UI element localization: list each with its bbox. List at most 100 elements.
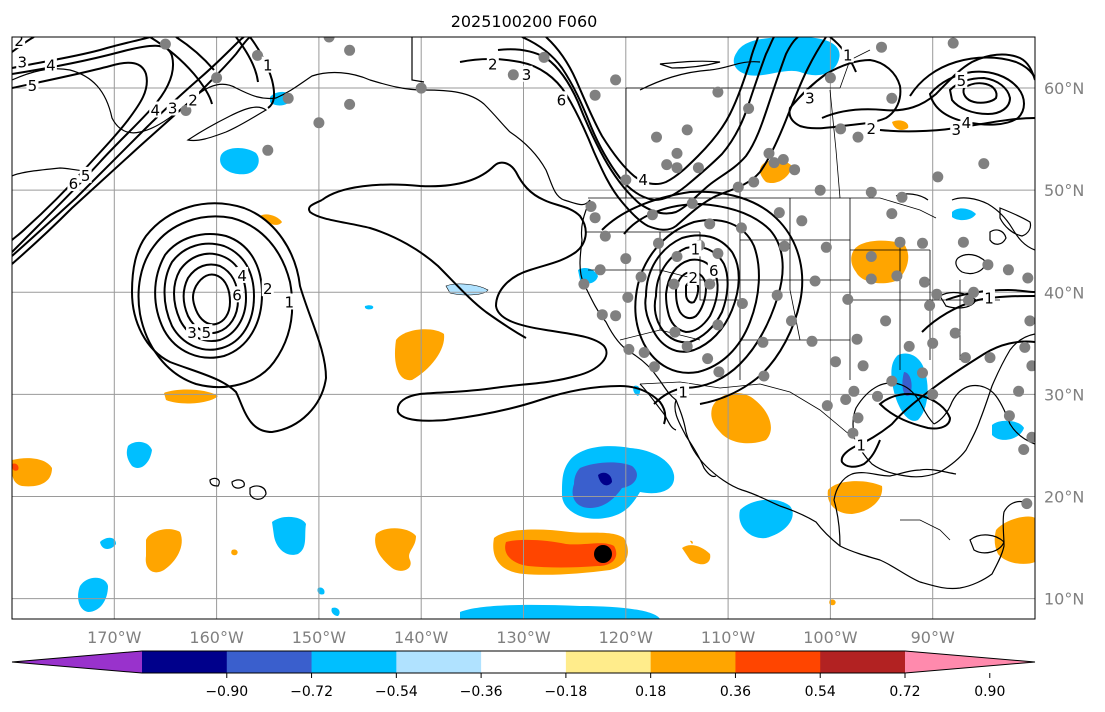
station-marker [638,347,650,358]
station-marker [1026,360,1035,372]
colorbar-segment [311,651,397,673]
station-marker [796,215,808,227]
contour-label: 4 [150,102,160,120]
station-marker [917,237,928,249]
station-marker [903,340,915,352]
longitude-tick-label: 90°W [911,628,955,647]
station-marker [876,41,887,53]
latitude-tick-label: 40°N [1044,283,1084,302]
station-marker [1024,315,1035,327]
contour-label: 4 [46,57,56,75]
contour-label-bg [689,240,702,257]
contour-label-bg [982,289,995,306]
contour-label: 6 [709,262,719,280]
colorbar-segment [481,651,567,673]
station-marker [924,300,936,311]
contour-label: 3 [951,121,961,139]
contour-label: 2 [14,32,24,50]
contour-label-bg [283,293,296,310]
contour-label: 1 [843,46,853,64]
contour-label: 4 [237,267,247,285]
contour-label-bg [803,89,816,106]
station-marker [984,352,996,364]
station-marker [578,278,590,290]
contour-label: 1 [284,293,294,311]
contour-label-bg [79,166,92,183]
longitude-tick-label: 130°W [496,628,551,647]
map-frame [11,36,1036,620]
colorbar-extend-high [905,651,1035,673]
longitude-tick-label: 120°W [599,628,654,647]
contour-label-bg [555,91,568,108]
station-marker [671,251,683,262]
station-marker [830,356,841,368]
station-marker [743,103,755,114]
contour-label: 3 [17,54,27,72]
station-marker [653,237,664,249]
storm-center-marker[interactable] [594,545,612,563]
longitude-tick-label: 140°W [394,628,449,647]
contour-label: 5 [81,167,91,185]
station-marker [661,159,673,171]
contour-label: 3 [522,66,532,84]
station-marker [538,51,550,63]
station-marker [886,375,898,387]
colorbar-tick-label: −0.18 [544,684,587,700]
colorbar-tick-label: −0.36 [460,684,503,700]
station-marker [777,154,789,165]
contour-label-bg [960,113,973,130]
gridlines [12,37,1035,619]
station-marker [786,315,797,327]
station-marker [865,251,877,262]
station-marker [771,289,783,301]
contour-label-bg [687,268,700,285]
contour-lines [12,37,1035,468]
longitude-tick-label: 110°W [701,628,756,647]
station-marker [713,366,725,378]
station-marker [344,98,356,110]
station-marker [648,361,660,373]
contour-label-bg [855,436,868,453]
contour-label-bg [707,261,720,278]
station-marker [712,319,724,331]
station-marker [635,271,647,283]
colorbar-tick-label: 0.54 [805,684,836,700]
contour-label: 1 [984,289,994,307]
contour-label: 2 [263,280,273,298]
contour-label-bg [231,286,244,303]
station-marker [736,298,748,309]
coastlines [12,37,1035,590]
station-marker [872,390,883,402]
station-marker [599,230,611,242]
station-marker [978,158,990,170]
station-marker [1002,264,1014,276]
station-marker [180,105,192,116]
contour-label: 6 [232,286,242,304]
station-marker [982,259,994,271]
station-marker [211,72,223,84]
colorbar: −0.90 −0.72 −0.54 −0.36 −0.18 0.18 0.36 0.54 0.7… [11,650,1036,700]
station-marker [692,162,704,174]
station-marker [947,37,959,49]
station-marker [865,273,877,285]
contour-label-bg [677,383,690,400]
station-marker [963,294,974,306]
station-marker [768,157,780,169]
colorbar-tick-label: 0.18 [635,684,666,700]
station-marker [589,212,601,224]
contour-label-bg [13,37,26,49]
latitude-tick-label: 30°N [1044,385,1084,404]
colorbar-segment [820,651,906,673]
colorbar-tick-label: 0.90 [974,684,1005,700]
station-marker [789,164,801,176]
station-marker [773,207,785,219]
colorbar-segment [226,651,313,673]
colorbar-tick-label: 0.72 [889,684,920,700]
latitude-tick-label: 10°N [1044,590,1084,609]
station-marker [585,201,597,212]
station-marker [344,44,356,56]
station-marker [748,176,760,188]
station-marker [671,162,683,174]
longitude-tick-label: 160°W [189,628,244,647]
